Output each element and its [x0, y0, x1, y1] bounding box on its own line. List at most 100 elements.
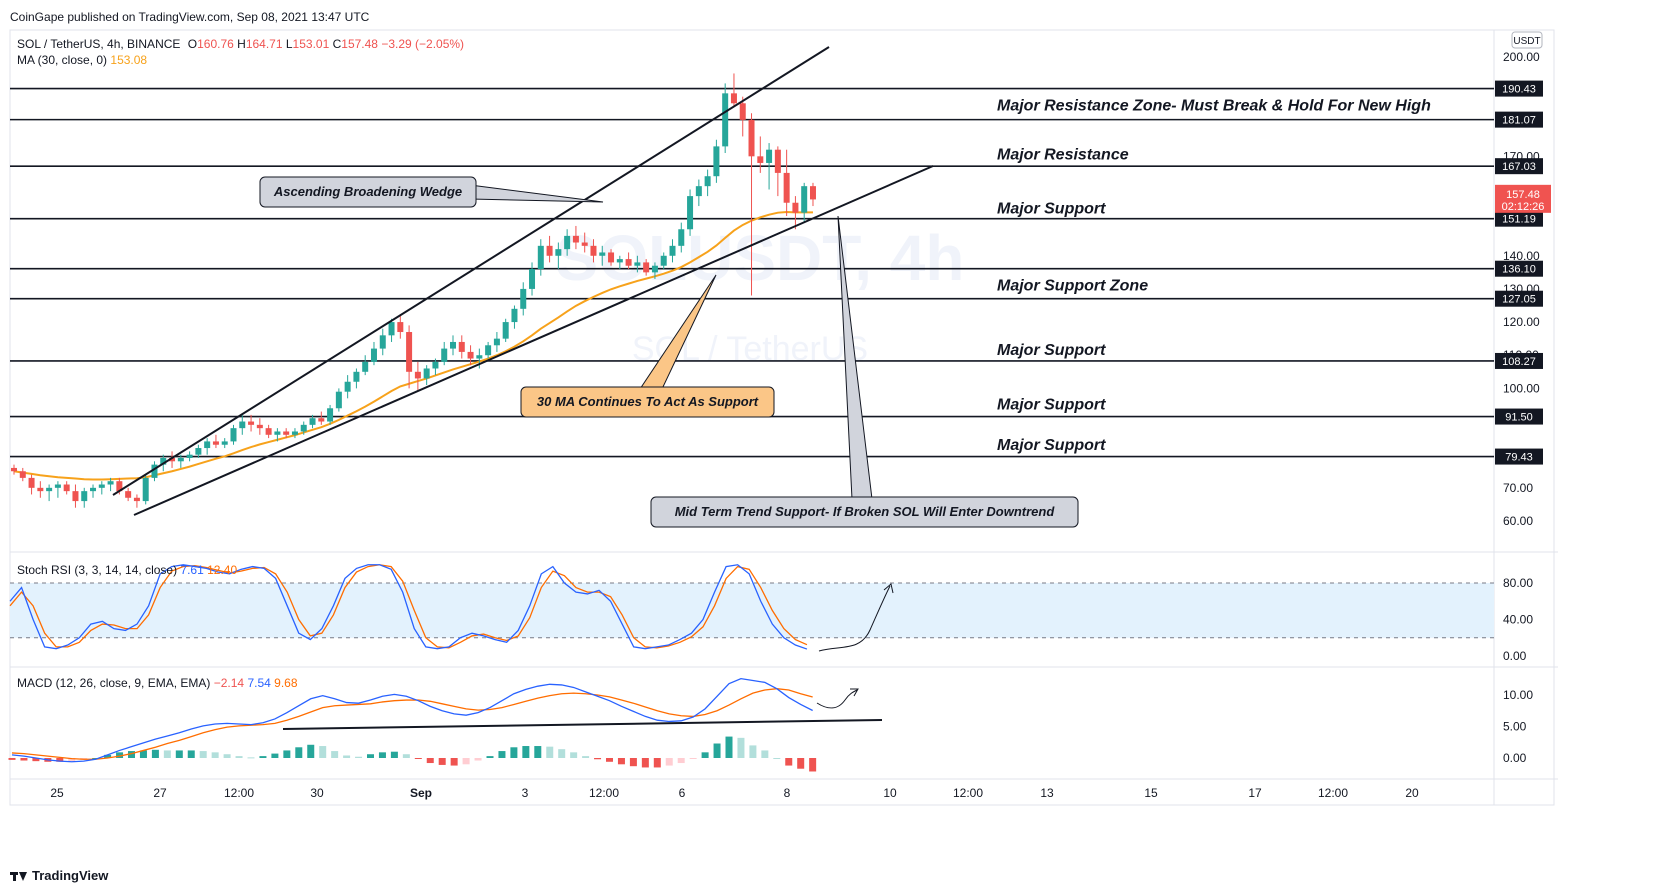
time-axis-tick-label: 30	[310, 786, 324, 800]
candle-body	[90, 487, 97, 492]
zone-annotation-label: Major Support	[997, 200, 1106, 217]
ma30-line	[13, 211, 813, 481]
macd-signal-line	[11, 688, 813, 760]
macd-histogram-bar	[92, 758, 100, 759]
level-price-tag	[1495, 111, 1543, 128]
candle-body	[555, 249, 562, 256]
macd-histogram-bar	[809, 758, 817, 772]
time-axis-tick-label: 8	[784, 786, 791, 800]
candle-body	[239, 421, 246, 429]
macd-histogram-bar	[617, 758, 625, 765]
macd-histogram-bar	[450, 758, 458, 766]
candle-body	[669, 245, 676, 256]
candle-body	[274, 431, 281, 435]
macd-histogram-bar	[498, 751, 506, 758]
ma-legend[interactable]: MA (30, close, 0) 153.08	[17, 53, 147, 67]
macd-line-value: 7.54	[247, 676, 271, 690]
change-value: −3.29 (−2.05%)	[381, 37, 465, 51]
macd-histogram-bar	[402, 754, 410, 758]
level-price-label: 127.05	[1502, 294, 1536, 306]
high-value: 164.71	[245, 37, 283, 51]
candle-body	[564, 235, 571, 250]
current-price-label: 157.48	[1506, 189, 1540, 201]
candle-body	[423, 368, 430, 379]
candle-body	[300, 424, 307, 432]
macd-histogram-bar	[606, 758, 613, 762]
footer-text: TradingView	[32, 868, 109, 883]
stoch-axis-tick-label: 0.00	[1503, 649, 1527, 663]
candle-body	[169, 457, 176, 462]
candle-body	[142, 477, 149, 502]
candle-body	[458, 341, 465, 352]
macd-histogram-bar	[761, 750, 769, 758]
macd-histogram-bar	[128, 751, 135, 758]
candle-body	[546, 245, 553, 256]
candle-body	[695, 186, 702, 197]
candle-body	[283, 431, 290, 435]
candle-body	[327, 408, 334, 422]
macd-histogram-bar	[378, 752, 386, 758]
macd-histogram-bar	[558, 749, 566, 758]
stoch-legend[interactable]: Stoch RSI (3, 3, 14, 14, close) 7.61 12.…	[17, 563, 237, 577]
price-axis-tick-label: 60.00	[1503, 514, 1533, 528]
candle-body	[493, 338, 500, 346]
symbol-legend[interactable]: SOL / TetherUS, 4h, BINANCE O160.76 H164…	[17, 37, 464, 51]
time-axis-tick-label: 6	[679, 786, 686, 800]
macd-histogram-bar	[665, 758, 673, 766]
time-axis-tick-label: 12:00	[953, 786, 983, 800]
tradingview-footer[interactable]: TradingView	[10, 868, 108, 883]
watermark-big: SOLUSDT, 4h	[556, 222, 965, 294]
trend-callout-box	[650, 496, 1079, 528]
current-price-tag	[1495, 184, 1551, 213]
candle-body	[46, 487, 53, 492]
macd-histogram-bar	[199, 751, 207, 758]
stoch-d-line	[9, 564, 808, 649]
time-axis-tick-label: 17	[1248, 786, 1262, 800]
macd-histogram-bar	[629, 758, 637, 767]
macd-axis-tick-label: 0.00	[1503, 751, 1527, 765]
macd-histogram-bar	[689, 758, 697, 759]
macd-line	[11, 677, 813, 763]
level-price-label: 79.43	[1505, 452, 1533, 464]
level-price-tag	[1495, 210, 1543, 227]
wedge-lower-trendline	[133, 165, 934, 516]
macd-legend[interactable]: MACD (12, 26, close, 9, EMA, EMA) −2.14 …	[17, 676, 298, 690]
macd-histogram-bar	[319, 746, 327, 758]
level-price-tag	[1495, 290, 1543, 307]
candle-body	[634, 262, 641, 266]
price-axis-tick-label: 70.00	[1503, 481, 1533, 495]
macd-support-trendline	[282, 719, 883, 730]
level-price-label: 108.27	[1502, 356, 1536, 368]
macd-histogram-bar	[187, 750, 195, 758]
macd-histogram-bar	[797, 758, 805, 769]
level-price-tag	[1495, 158, 1543, 175]
macd-histogram-bar	[582, 756, 590, 758]
candle-body	[511, 308, 518, 323]
macd-histogram-bar	[725, 736, 733, 758]
close-label: C	[332, 37, 342, 51]
macd-histogram-bar	[390, 751, 398, 758]
candle-body	[344, 381, 351, 392]
macd-histogram-bar	[68, 758, 76, 762]
macd-histogram-bar	[522, 746, 530, 758]
candle-body	[353, 371, 360, 382]
level-price-label: 190.43	[1502, 84, 1536, 96]
macd-histogram-bar	[211, 752, 219, 758]
close-value: 157.48	[341, 37, 378, 51]
low-value: 153.01	[292, 37, 330, 51]
level-price-tag	[1495, 260, 1543, 277]
candle-body	[370, 348, 377, 362]
zone-annotation-label: Major Support	[997, 397, 1106, 414]
wedge-callout-box	[259, 176, 477, 208]
candle-body	[98, 484, 105, 488]
macd-histogram-bar	[271, 753, 279, 758]
candle-body	[766, 149, 773, 163]
candle-body	[529, 269, 536, 289]
stoch-band	[10, 583, 1494, 638]
candle-body	[432, 361, 439, 369]
candle-body	[54, 484, 61, 488]
macd-hist-value: −2.14	[213, 676, 245, 690]
level-price-tag	[1495, 352, 1543, 369]
level-price-label: 167.03	[1502, 161, 1536, 173]
